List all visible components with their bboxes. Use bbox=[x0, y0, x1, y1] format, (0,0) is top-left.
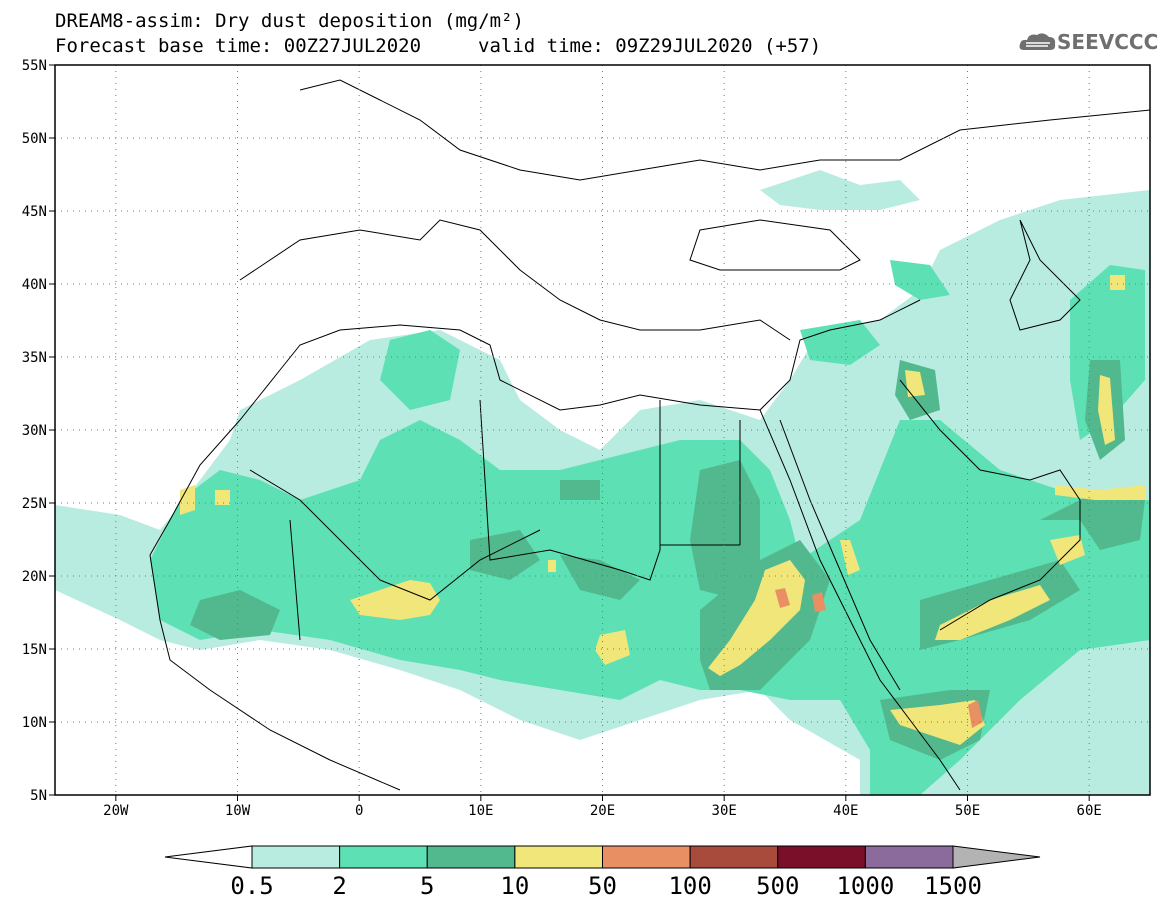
colorbar-label: 0.5 bbox=[230, 872, 274, 900]
colorbar-label: 10 bbox=[500, 872, 530, 900]
lon-tick-label: 60E bbox=[1077, 803, 1102, 819]
map-title: DREAM8-assim: Dry dust deposition (mg/m²… bbox=[55, 10, 524, 32]
colorbar-label: 100 bbox=[668, 872, 712, 900]
colorbar-over-arrow bbox=[952, 845, 1041, 869]
valid-time: valid time: 09Z29JUL2020 (+57) bbox=[478, 35, 822, 57]
lon-tick-label: 50E bbox=[955, 803, 980, 819]
colorbar-swatch bbox=[251, 845, 341, 869]
lon-tick-label: 0 bbox=[355, 803, 363, 819]
colorbar-label: 50 bbox=[588, 872, 617, 900]
colorbar-under-arrow bbox=[164, 845, 253, 869]
lat-tick-label: 30N bbox=[22, 423, 47, 439]
lat-tick-label: 20N bbox=[22, 569, 47, 585]
colorbar-swatch bbox=[864, 845, 954, 869]
colorbar-swatch bbox=[426, 845, 516, 869]
lat-tick-label: 5N bbox=[30, 788, 47, 804]
dust-field bbox=[55, 170, 1150, 795]
lon-tick-label: 20E bbox=[590, 803, 615, 819]
colorbar-swatch bbox=[689, 845, 779, 869]
lat-tick-label: 35N bbox=[22, 350, 47, 366]
lon-tick-label: 10E bbox=[468, 803, 493, 819]
colorbar-label: 5 bbox=[420, 872, 435, 900]
lon-tick-label: 40E bbox=[833, 803, 858, 819]
lat-tick-label: 40N bbox=[22, 277, 47, 293]
lat-tick-label: 10N bbox=[22, 715, 47, 731]
lat-tick-label: 25N bbox=[22, 496, 47, 512]
coastlines bbox=[149, 79, 1150, 791]
logo-text: SEEVCCC bbox=[1057, 30, 1159, 54]
lat-tick-label: 45N bbox=[22, 204, 47, 220]
axis-ticks: 20W 10W 0 10E 20E 30E 40E 50E 60E 55N 50N 45N 40N 35N… bbox=[22, 58, 1102, 819]
colorbar-label: 2 bbox=[332, 872, 347, 900]
colorbar-swatch bbox=[602, 845, 691, 869]
forecast-base-time: Forecast base time: 00Z27JUL2020 bbox=[55, 35, 422, 57]
lon-tick-label: 10W bbox=[225, 803, 251, 819]
lat-tick-label: 15N bbox=[22, 642, 47, 658]
lon-tick-label: 30E bbox=[712, 803, 737, 819]
colorbar-swatch bbox=[339, 845, 428, 869]
deposition-layer-50 bbox=[775, 588, 983, 728]
lat-tick-label: 50N bbox=[22, 131, 47, 147]
colorbar-label: 500 bbox=[756, 872, 800, 900]
colorbar-swatch bbox=[514, 845, 603, 869]
lat-tick-label: 55N bbox=[22, 58, 47, 74]
colorbar bbox=[164, 845, 1041, 869]
lon-tick-label: 20W bbox=[103, 803, 129, 819]
colorbar-label: 1500 bbox=[924, 872, 982, 900]
cloud-logo-icon bbox=[1019, 33, 1056, 50]
colorbar-swatch bbox=[777, 845, 866, 869]
colorbar-label: 1000 bbox=[836, 872, 895, 900]
